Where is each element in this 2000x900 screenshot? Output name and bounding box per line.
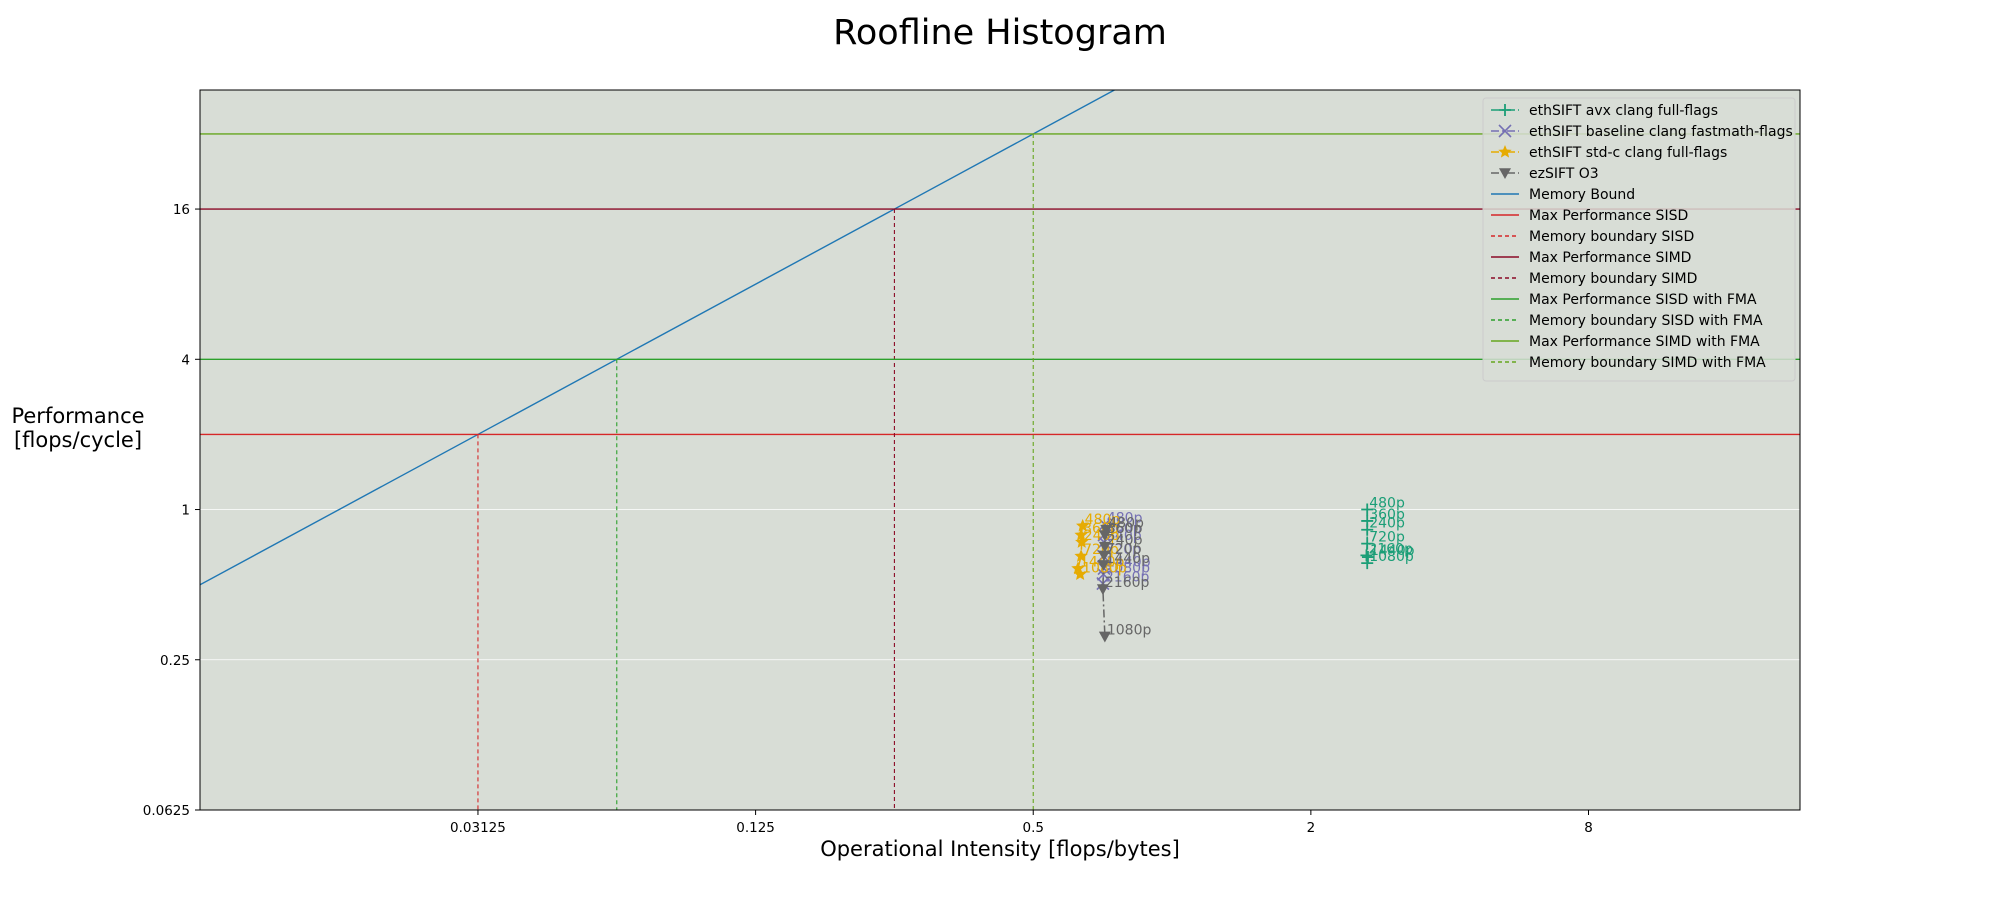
series-1-data-label-0: 480p: [1107, 511, 1143, 527]
series-1-data-label-2: 240p: [1106, 528, 1142, 544]
chart-title: Roofline Histogram: [833, 13, 1167, 53]
legend-label-11: Max Performance SIMD with FMA: [1529, 334, 1760, 350]
x-axis-label: Operational Intensity [flops/bytes]: [820, 837, 1180, 861]
series-1-data-label-6: 2160p: [1105, 570, 1150, 586]
legend-label-12: Memory boundary SIMD with FMA: [1529, 355, 1766, 371]
series-0-data-label-5: 1440p: [1370, 543, 1415, 559]
legend-label-3: ezSIFT O3: [1529, 166, 1599, 182]
legend-marker-1: [1498, 124, 1512, 138]
legend-marker-0: [1499, 104, 1511, 116]
series-0-point-0: [1361, 503, 1374, 516]
series-0-data-label-4: 2160p: [1368, 541, 1413, 557]
x-tick-label-0: 0.03125: [450, 820, 506, 836]
legend-label-5: Max Performance SISD: [1529, 208, 1688, 224]
y-tick-label-3: 4: [181, 352, 190, 368]
series-2-point-2: [1075, 535, 1089, 548]
x-tick-label-4: 8: [1584, 820, 1593, 836]
x-tick-label-1: 0.125: [736, 820, 775, 836]
series-1-data-label-5: 1080p: [1105, 560, 1150, 576]
x-tick-label-2: 0.5: [1022, 820, 1043, 836]
series-3-point-2: [1098, 541, 1111, 553]
legend-label-2: ethSIFT std-c clang full-flags: [1529, 145, 1727, 161]
legend-marker-3: [1499, 168, 1511, 179]
legend-marker-2: [1498, 145, 1512, 158]
series-2-point-0: [1076, 518, 1090, 532]
series-0-data-label-3: 720p: [1369, 530, 1405, 546]
series-2-data-label-0: 480p: [1085, 512, 1121, 528]
series-3-point-6: [1098, 631, 1111, 643]
legend-label-1: ethSIFT baseline clang fastmath-flags: [1529, 124, 1793, 140]
series-0-point-3: [1361, 537, 1374, 550]
series-3-data-label-4: 1440p: [1105, 551, 1150, 567]
legend-box: [1482, 97, 1796, 382]
legend-label-7: Max Performance SIMD: [1529, 250, 1691, 266]
y-tick-label-1: 0.25: [160, 653, 190, 669]
series-1-data-label-4: 1440p: [1106, 555, 1151, 571]
legend-label-8: Memory boundary SIMD: [1529, 271, 1697, 287]
legend: ethSIFT avx clang full-flags ethSIFT base…: [1482, 97, 1796, 382]
series-0-data-label-0: 480p: [1369, 496, 1405, 512]
series-3-data-label-5: 2160p: [1105, 575, 1150, 591]
series-2-point-5: [1073, 567, 1087, 580]
series-3-data-label-3: 720p: [1106, 541, 1142, 557]
series-2-point-3: [1074, 549, 1088, 562]
series-3-point-4: [1097, 560, 1110, 571]
series-2-data-label-3: 720p: [1083, 542, 1119, 558]
series-1-data-label-1: 360p: [1106, 521, 1142, 537]
plot-frame: [199, 89, 1801, 811]
y-axis-label-line-2: [flops/cycle]: [14, 428, 142, 452]
legend-label-0: ethSIFT avx clang full-flags: [1529, 103, 1718, 119]
legend-label-9: Max Performance SISD with FMA: [1529, 292, 1757, 308]
series-3-point-3: [1098, 550, 1111, 562]
legend-label-10: Memory boundary SISD with FMA: [1529, 313, 1763, 329]
legend-label-4: Memory Bound: [1529, 187, 1635, 203]
series-0-data-label-6: 1080p: [1369, 549, 1414, 565]
series-2-point-1: [1074, 528, 1088, 541]
series-3-data-label-6: 1080p: [1107, 622, 1152, 638]
x-tick-label-3: 2: [1307, 820, 1316, 836]
y-tick-label-4: 16: [173, 202, 190, 218]
series-3-point-5: [1096, 584, 1109, 596]
y-tick-label-2: 1: [181, 503, 190, 519]
series-3-point-1: [1098, 530, 1111, 542]
series-1-data-label-3: 720p: [1105, 542, 1141, 558]
y-axis-label-line-1: Performance: [11, 404, 144, 428]
series-2-data-label-2: 240p: [1084, 528, 1120, 544]
y-tick-label-0: 0.0625: [143, 803, 190, 819]
legend-label-6: Memory boundary SISD: [1529, 229, 1694, 245]
series-3-data-label-0: 480p: [1108, 516, 1144, 532]
series-3-data-label-2: 240p: [1107, 533, 1143, 549]
series-3-data-label-1: 360p: [1107, 521, 1143, 537]
series-0-point-2: [1361, 523, 1374, 536]
series-0-point-6: [1361, 557, 1374, 570]
series-0-data-label-2: 240p: [1369, 516, 1405, 532]
series-0-data-label-1: 360p: [1369, 507, 1405, 523]
roofline-0: [200, 90, 1115, 586]
